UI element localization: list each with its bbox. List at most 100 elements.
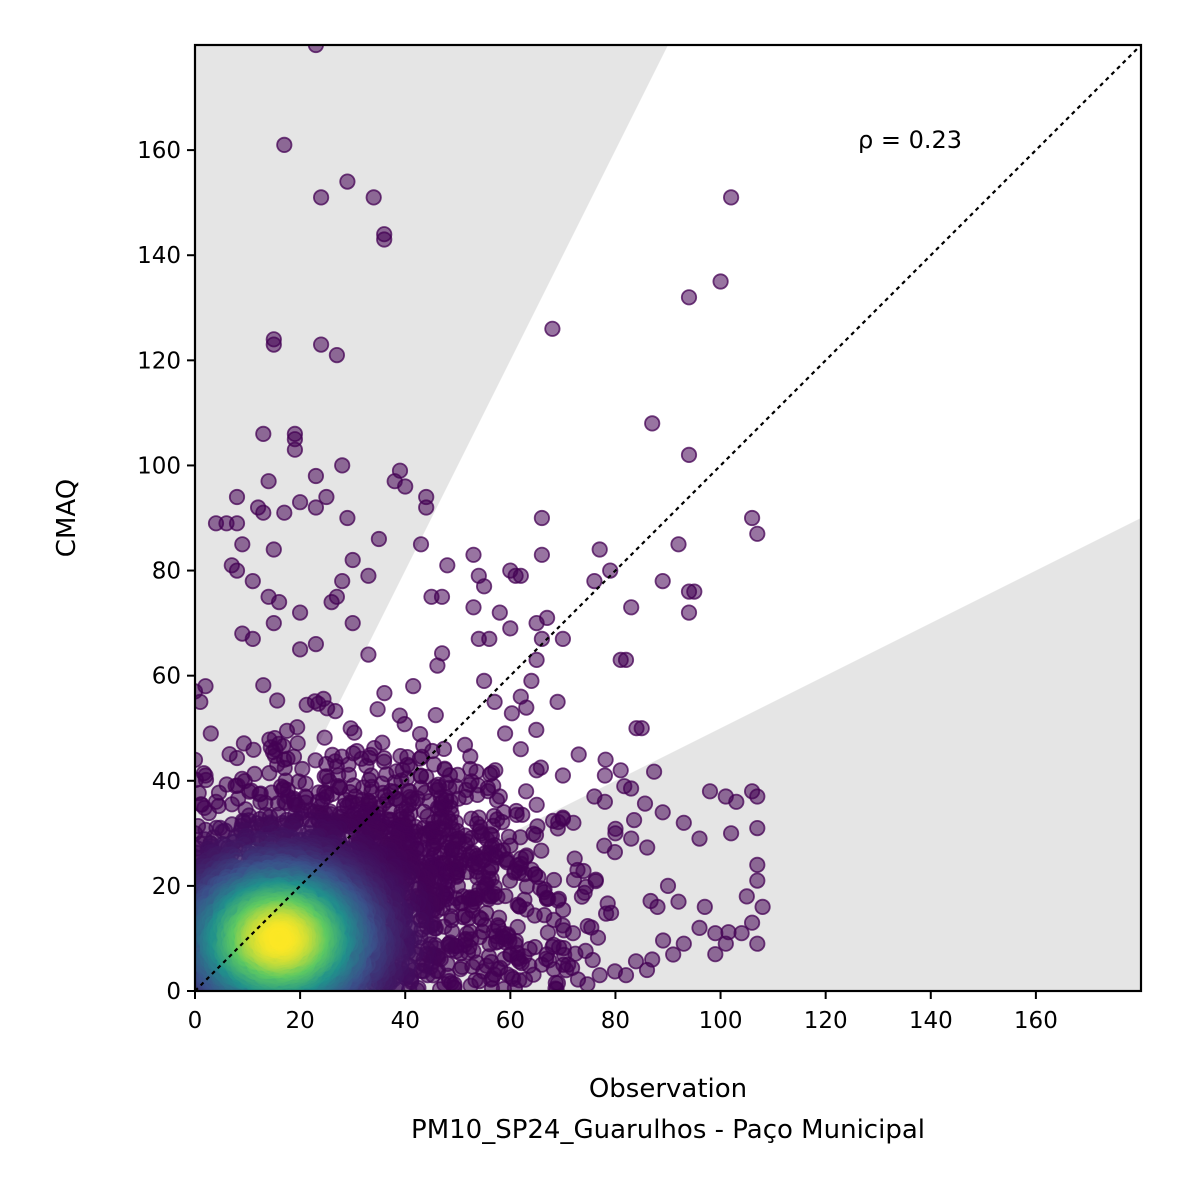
scatter-point — [586, 572, 603, 590]
scatter-point — [318, 488, 335, 506]
scatter-point — [291, 604, 309, 621]
scatter-point — [200, 804, 217, 822]
scatter-point — [722, 189, 740, 206]
scatter-point — [597, 905, 615, 922]
scatter-point — [463, 810, 480, 827]
scatter-point — [197, 678, 214, 695]
scatter-point — [533, 546, 551, 563]
scatter-point — [276, 136, 293, 153]
scatter-point — [465, 599, 482, 616]
scatter-point — [265, 541, 282, 558]
scatter-point — [486, 693, 503, 711]
scatter-point — [278, 722, 296, 739]
y-tick-label: 0 — [166, 979, 181, 1005]
scatter-point — [260, 473, 277, 490]
x-tick-label: 140 — [909, 1008, 953, 1034]
scatter-point — [633, 720, 650, 737]
scatter-point — [291, 494, 309, 511]
scatter-point — [701, 783, 719, 800]
y-tick-label: 60 — [152, 664, 181, 690]
scatter-point — [686, 583, 703, 600]
y-tick-label: 160 — [137, 138, 181, 164]
scatter-point — [539, 924, 557, 941]
scatter-point — [606, 963, 624, 980]
scatter-point — [261, 764, 278, 782]
scatter-point — [502, 620, 519, 637]
scatter-point — [749, 872, 766, 889]
scatter-point — [696, 898, 713, 916]
scatter-point — [433, 588, 451, 605]
scatter-point — [346, 724, 363, 741]
scatter-point — [462, 977, 479, 991]
scatter-point — [223, 796, 240, 813]
y-axis-label: CMAQ — [52, 479, 82, 557]
scatter-point — [289, 735, 306, 752]
scatter-point — [334, 457, 351, 474]
scatter-point — [680, 289, 698, 306]
scatter-point — [228, 488, 246, 506]
scatter-point — [307, 635, 324, 653]
scatter-point — [733, 925, 750, 942]
scatter-point — [749, 788, 766, 805]
scatter-point — [654, 932, 672, 949]
scatter-point — [545, 871, 563, 889]
scatter-point — [491, 604, 508, 621]
scatter-point — [612, 762, 629, 779]
scatter-point — [508, 806, 525, 824]
x-axis-sublabel: PM10_SP24_Guarulhos - Paço Municipal — [411, 1115, 925, 1145]
scatter-point — [339, 173, 356, 190]
scatter-point — [344, 614, 361, 632]
scatter-point — [397, 478, 414, 495]
scatter-point — [475, 672, 493, 690]
scatter-point — [654, 804, 671, 821]
scatter-point — [286, 441, 303, 458]
scatter-point — [312, 336, 330, 353]
scatter-point — [470, 630, 487, 648]
scatter-point — [316, 729, 333, 746]
scatter-point — [517, 783, 535, 800]
scatter-point — [439, 557, 456, 574]
x-tick-label: 160 — [1014, 1008, 1058, 1034]
scatter-point — [531, 880, 549, 897]
scatter-point — [617, 651, 635, 669]
scatter-point — [369, 701, 386, 718]
scatter-point — [307, 45, 324, 54]
scatter-point — [255, 504, 272, 521]
scatter-point — [518, 699, 535, 716]
scatter-point — [418, 499, 435, 516]
scatter-point — [675, 814, 692, 831]
scatter-point — [680, 446, 698, 463]
scatter-point — [538, 609, 556, 627]
scatter-point — [307, 499, 324, 516]
scatter-point — [596, 793, 614, 810]
x-tick-label: 100 — [699, 1008, 743, 1034]
scatter-point — [234, 536, 251, 553]
scatter-point — [496, 725, 514, 742]
scatter-point — [616, 778, 633, 795]
scatter-point — [579, 917, 596, 935]
scatter-point — [554, 630, 572, 648]
scatter-point — [465, 546, 482, 563]
scatter-point — [427, 706, 444, 724]
scatter-point — [591, 541, 608, 558]
scatter-point — [272, 931, 289, 949]
scatter-point — [265, 336, 282, 353]
scatter-point — [675, 935, 692, 952]
correlation-annotation: ρ = 0.23 — [858, 126, 962, 154]
scatter-point — [503, 705, 520, 722]
scatter-point — [255, 425, 272, 442]
scatter-point — [743, 914, 761, 931]
scatter-point — [360, 646, 377, 663]
scatter-point — [596, 767, 614, 784]
x-tick-label: 80 — [601, 1008, 630, 1034]
scatter-point — [360, 567, 377, 584]
scatter-point — [636, 795, 654, 812]
scatter-point — [712, 273, 729, 290]
scatter-point — [197, 771, 215, 789]
scatter-point — [544, 320, 561, 337]
scatter-point — [244, 630, 261, 648]
scatter-point — [749, 935, 766, 952]
x-tick-label: 120 — [804, 1008, 848, 1034]
scatter-point — [533, 509, 551, 527]
y-tick-label: 40 — [152, 769, 181, 795]
